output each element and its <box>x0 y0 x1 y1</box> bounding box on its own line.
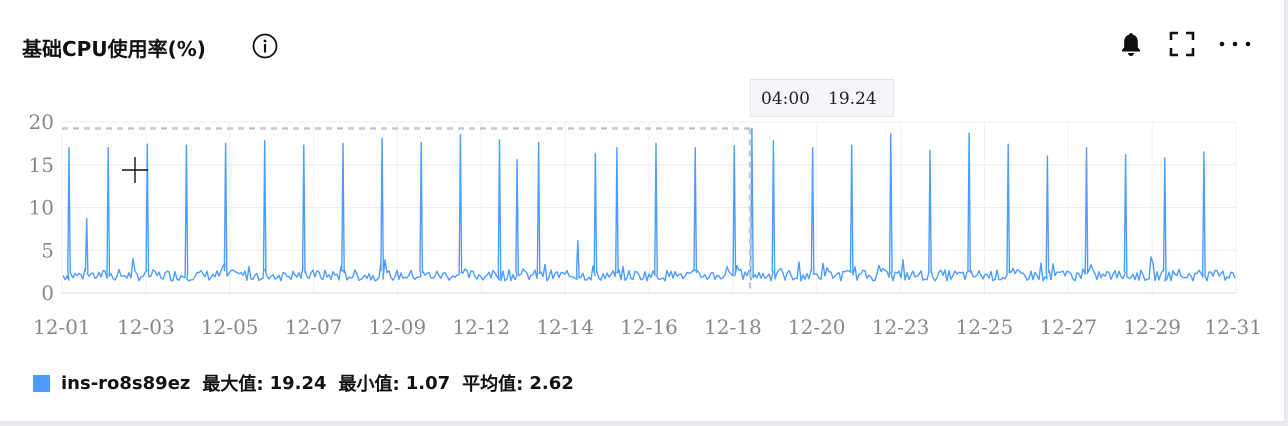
x-tick-label: 12-05 <box>201 315 259 339</box>
y-tick-label: 15 <box>29 153 54 177</box>
x-tick-label: 12-14 <box>536 315 594 339</box>
legend-max-value: 19.24 <box>269 372 327 394</box>
x-tick-label: 12-27 <box>1039 315 1097 339</box>
x-tick-label: 12-03 <box>117 315 175 339</box>
cpu-line-chart[interactable]: 0 5 10 15 20 12-01 12-03 12-05 12-07 12-09 12-12 12… <box>0 0 1284 360</box>
x-tick-label: 12-20 <box>788 315 846 339</box>
x-tick-label: 12-09 <box>369 315 427 339</box>
hover-tooltip: 04:00 19.24 <box>750 79 894 117</box>
fullscreen-icon[interactable] <box>1168 30 1196 58</box>
tooltip-time: 04:00 <box>761 89 810 109</box>
legend-avg-label: 平均值: <box>462 374 524 395</box>
panel-title: 基础CPU使用率(%) <box>22 37 206 61</box>
info-circle-icon[interactable] <box>252 33 278 59</box>
x-tick-label: 12-29 <box>1123 315 1181 339</box>
x-tick-label: 12-12 <box>452 315 510 339</box>
x-tick-label: 12-18 <box>704 315 762 339</box>
legend-avg-value: 2.62 <box>529 372 574 394</box>
bell-icon[interactable] <box>1117 30 1145 58</box>
y-tick-label: 20 <box>29 110 54 134</box>
x-tick-label: 12-31 <box>1204 315 1262 339</box>
series-color-swatch[interactable] <box>33 374 50 392</box>
legend-min-value: 1.07 <box>405 372 451 394</box>
x-tick-label: 12-16 <box>620 315 678 339</box>
x-tick-label: 12-01 <box>33 315 91 339</box>
more-horizontal-icon[interactable] <box>1216 30 1254 58</box>
x-tick-label: 12-07 <box>285 315 343 339</box>
legend-max-label: 最大值: <box>202 374 264 395</box>
y-tick-label: 5 <box>41 238 54 262</box>
series-line-ins-ro8s89ez <box>62 127 1236 282</box>
chart-legend: ins-ro8s89ez 最大值: 19.24 最小值: 1.07 平均值: 2… <box>33 370 574 396</box>
legend-min-label: 最小值: <box>338 374 400 395</box>
tooltip-value: 19.24 <box>828 89 877 109</box>
y-tick-label: 0 <box>41 281 54 305</box>
y-tick-label: 10 <box>29 196 54 220</box>
legend-series-name[interactable]: ins-ro8s89ez <box>61 372 191 394</box>
x-tick-label: 12-25 <box>956 315 1014 339</box>
x-tick-label: 12-23 <box>872 315 930 339</box>
